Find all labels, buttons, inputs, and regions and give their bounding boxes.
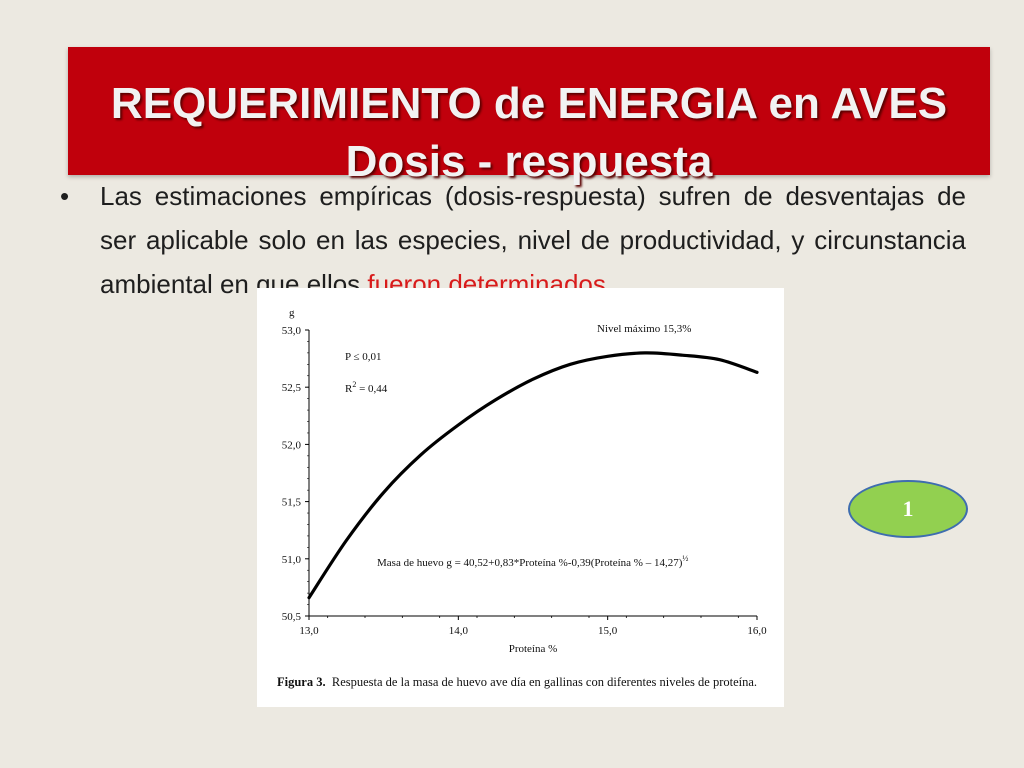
- figure-caption: Figura 3. Respuesta de la masa de huevo …: [277, 674, 772, 690]
- x-axis-label: Proteína %: [509, 643, 558, 655]
- figure-caption-label: Figura 3.: [277, 675, 326, 689]
- x-tick-label: 14,0: [449, 625, 469, 637]
- chart-axes: [308, 330, 757, 617]
- slide-number-badge: 1: [848, 480, 968, 538]
- response-curve: [307, 351, 759, 600]
- x-tick-label: 16,0: [747, 625, 767, 637]
- y-tick-label: 51,0: [282, 554, 302, 566]
- max-level-annotation: Nivel máximo 15,3%: [597, 323, 691, 335]
- y-tick-label: 52,5: [282, 382, 302, 394]
- dose-response-chart: 50,5 51,0 51,5 52,0 52,5 53,0 13,0 14,0 15,0 16,0…: [282, 307, 767, 655]
- y-axis-label: g: [289, 307, 295, 319]
- bullet-text-main: Las estimaciones empíricas (dosis-respue…: [100, 181, 966, 299]
- bullet-text: Las estimaciones empíricas (dosis-respue…: [100, 174, 966, 306]
- equation-annotation: Masa de huevo g = 40,52+0,83*Proteína %-…: [377, 554, 688, 569]
- slide-title: REQUERIMIENTO de ENERGIA en AVES: [110, 79, 948, 128]
- y-tick-label: 50,5: [282, 611, 302, 623]
- title-banner: REQUERIMIENTO de ENERGIA en AVES Dosis -…: [68, 47, 990, 186]
- r2-annotation: R2 = 0,44: [345, 380, 388, 395]
- y-tick-label: 52,0: [282, 439, 302, 451]
- x-tick-label: 13,0: [299, 625, 319, 637]
- figure-caption-text: Respuesta de la masa de huevo ave día en…: [331, 675, 758, 689]
- bullet-text-end: .: [605, 269, 614, 299]
- chart-ticks: 50,5 51,0 51,5 52,0 52,5 53,0 13,0 14,0 15,0 16,0: [282, 325, 767, 637]
- y-tick-label: 53,0: [282, 325, 302, 337]
- bullet-dot-icon: •: [60, 181, 70, 211]
- slide-subtitle: Dosis - respuesta: [345, 137, 713, 186]
- bullet-paragraph: • Las estimaciones empíricas (dosis-resp…: [60, 174, 966, 306]
- p-value-annotation: P ≤ 0,01: [345, 351, 382, 363]
- figure-panel: 50,5 51,0 51,5 52,0 52,5 53,0 13,0 14,0 15,0 16,0…: [257, 288, 784, 707]
- y-tick-label: 51,5: [282, 497, 302, 509]
- x-tick-label: 15,0: [598, 625, 618, 637]
